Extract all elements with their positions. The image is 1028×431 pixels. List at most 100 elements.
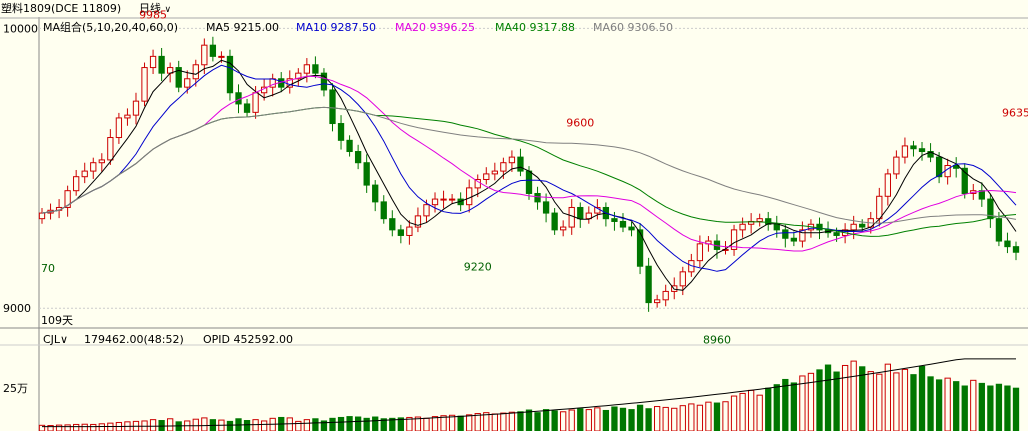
candle-body — [628, 226, 635, 231]
candle-body — [611, 218, 618, 222]
candle-body — [73, 176, 80, 192]
opid-line — [42, 358, 1016, 428]
candle-body — [961, 167, 968, 194]
volume-bar — [824, 364, 832, 431]
volume-bar — [628, 409, 635, 431]
candles — [38, 36, 1020, 312]
candle-body — [662, 290, 669, 301]
volume-bar — [474, 413, 481, 431]
candle-body — [1004, 240, 1011, 248]
symbol-label[interactable]: 塑料1809(DCE 11809) — [1, 2, 122, 15]
volume-bar — [167, 418, 174, 431]
candle-body — [115, 117, 123, 139]
candle-body — [756, 218, 763, 222]
candle-body — [1012, 246, 1020, 253]
candle-body — [64, 190, 71, 208]
volume-bar — [380, 418, 387, 431]
volume-bar — [337, 416, 345, 431]
volume-bar — [363, 417, 370, 431]
candle-body — [448, 198, 456, 201]
candle-body — [380, 201, 387, 220]
volume-bar — [55, 424, 63, 431]
ma-legend-3: MA40 9317.88 — [495, 21, 575, 34]
volume-bar — [688, 403, 695, 431]
candle-body — [312, 64, 319, 74]
candle-body — [354, 151, 362, 164]
candle-body — [286, 78, 293, 88]
volume-bar — [722, 401, 729, 431]
volume-bar — [765, 387, 772, 431]
volume-value: 179462.00(48:52) — [84, 333, 184, 346]
candle-body — [491, 170, 498, 175]
candle-body — [995, 218, 1003, 242]
volume-bar — [1012, 387, 1020, 431]
candle-body — [551, 212, 558, 231]
candle-body — [833, 232, 840, 236]
volume-bar — [961, 385, 968, 431]
candle-body — [927, 151, 934, 158]
volume-bar — [397, 417, 404, 431]
volume-bar — [619, 407, 627, 431]
candle-body — [560, 226, 567, 231]
candle-body — [987, 198, 994, 220]
volume-bar — [918, 365, 926, 431]
candle-body — [389, 218, 396, 231]
volume-bar — [517, 411, 524, 431]
volume-bar — [611, 406, 618, 431]
volume-bar — [1004, 385, 1011, 431]
candle-body — [978, 190, 985, 200]
volume-bar — [944, 377, 951, 431]
volume-bar — [295, 420, 302, 431]
volume-bar — [448, 414, 456, 431]
volume-bar — [500, 412, 507, 431]
period-label: 日线 — [139, 2, 161, 15]
candle-body — [739, 223, 746, 231]
candle-body — [884, 173, 891, 197]
candle-body — [406, 226, 413, 236]
volume-bar — [978, 382, 985, 431]
volume-bar — [876, 373, 883, 431]
volume-bar — [970, 379, 977, 431]
volume-bar — [696, 404, 704, 431]
volume-bar — [243, 420, 251, 431]
candle-body — [414, 215, 422, 228]
candle-body — [508, 156, 516, 164]
candle-body — [423, 204, 430, 217]
candle-body — [124, 114, 131, 119]
volume-bar — [602, 409, 610, 431]
candle-body — [893, 156, 900, 175]
volume-bar — [577, 408, 584, 431]
candle-body — [158, 55, 165, 74]
volume-bar — [64, 424, 71, 431]
candle-body — [107, 137, 114, 161]
volume-bar — [98, 423, 105, 431]
volume-bar — [534, 412, 541, 431]
candle-body — [192, 64, 199, 80]
period-selector[interactable]: 日线 ∨ — [139, 2, 171, 17]
candle-body — [816, 223, 823, 231]
candle-body — [876, 195, 883, 220]
extreme-label: 9985 — [139, 9, 167, 22]
candle-body — [901, 145, 909, 158]
candle-body — [320, 72, 328, 91]
toolbar: 塑料1809(DCE 11809) 日线 ∨ — [0, 0, 1028, 17]
ma-line-5 — [41, 59, 1017, 291]
volume-bar — [568, 409, 575, 431]
candle-body — [534, 192, 541, 203]
candle-body — [645, 265, 652, 304]
volume-bar — [551, 410, 558, 431]
volume-bar — [841, 364, 849, 431]
candle-body — [696, 243, 704, 262]
candle-body — [141, 67, 148, 102]
volume-bar — [756, 394, 763, 431]
ma-legend-1: MA10 9287.50 — [296, 21, 376, 34]
volume-bar — [884, 363, 891, 431]
candle-body — [243, 103, 251, 113]
volume-bar — [705, 401, 712, 431]
candle-body — [337, 123, 345, 141]
volume-bar — [859, 366, 866, 431]
candle-body — [679, 271, 686, 287]
candle-body — [654, 299, 661, 304]
candle-body — [483, 173, 490, 180]
